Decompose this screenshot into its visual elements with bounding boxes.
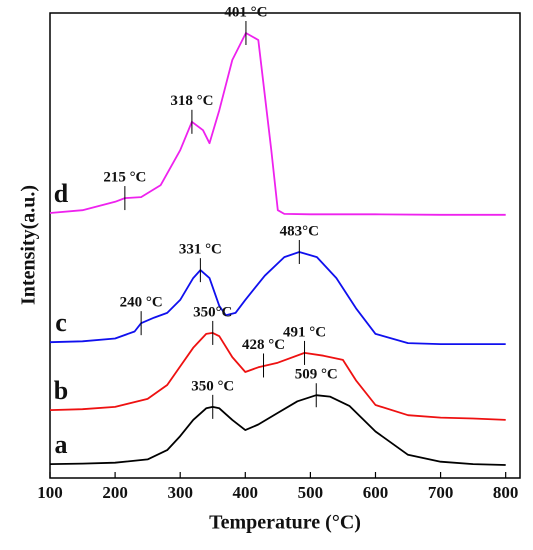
annotation-label: 215 °C bbox=[103, 170, 146, 186]
x-tick-label: 300 bbox=[167, 483, 193, 502]
x-tick-label: 700 bbox=[428, 483, 454, 502]
annotation-label: 350 °C bbox=[191, 378, 234, 394]
x-axis-title: Temperature (°C) bbox=[209, 512, 361, 534]
curve bbox=[49, 32, 506, 216]
x-tick-label: 400 bbox=[233, 483, 259, 502]
annotation-label: 350°C bbox=[193, 304, 232, 320]
curve bbox=[49, 251, 506, 345]
annotation-label: 401 °C bbox=[224, 4, 267, 20]
x-tick-label: 100 bbox=[37, 483, 63, 502]
curve bbox=[49, 394, 506, 466]
curve-label: c bbox=[55, 308, 67, 337]
curve-label: a bbox=[55, 430, 68, 459]
annotation-label: 483°C bbox=[280, 223, 319, 239]
annotation-label: 491 °C bbox=[283, 324, 326, 340]
x-tick-label: 800 bbox=[493, 483, 519, 502]
curve-label: b bbox=[54, 376, 68, 405]
y-axis-title: Intensity(a.u.) bbox=[18, 185, 40, 305]
curve-label: d bbox=[54, 179, 69, 208]
annotation-label: 240 °C bbox=[120, 295, 163, 311]
annotation-label: 318 °C bbox=[170, 93, 213, 109]
curve bbox=[49, 332, 506, 421]
plot-frame bbox=[49, 12, 521, 479]
x-tick-label: 600 bbox=[363, 483, 389, 502]
annotation-label: 509 °C bbox=[295, 367, 338, 383]
annotation-label: 331 °C bbox=[179, 242, 222, 258]
x-tick-label: 200 bbox=[102, 483, 128, 502]
x-tick-label: 500 bbox=[298, 483, 324, 502]
annotation-label: 428 °C bbox=[242, 337, 285, 353]
